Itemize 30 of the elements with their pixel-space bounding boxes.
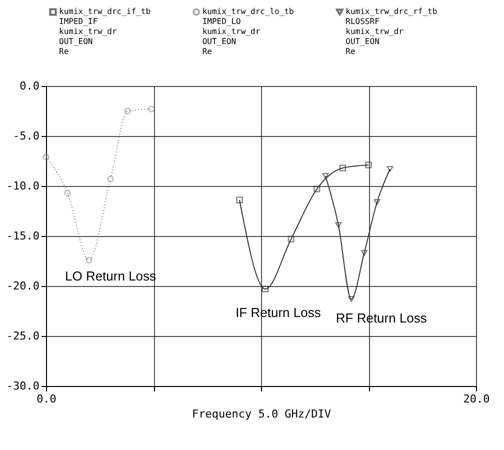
x-axis-title: Frequency 5.0 GHz/DIV [192, 408, 332, 420]
y-tick-label: -20.0 [6, 280, 40, 292]
point [107, 176, 114, 182]
point [348, 296, 355, 302]
point [374, 199, 380, 205]
point [314, 186, 320, 192]
point [360, 250, 368, 256]
point [236, 196, 243, 204]
y-tick-label: -5.0 [13, 130, 40, 142]
y-tick-label: -15.0 [6, 230, 40, 242]
y-tick-label: -30.0 [6, 380, 40, 392]
legend-label: kumix_trw_drc_lo_tb IMPED_LO kumix_trw_dr OUT_EON Re [202, 7, 294, 56]
y-tick-label: -10.0 [6, 180, 40, 192]
point [262, 286, 269, 292]
point [124, 108, 131, 114]
x-tick-label: 20.0 [463, 392, 490, 406]
point [335, 222, 342, 228]
legend-label: kumix_trw_drc_rf_tb RLOSSRF kumix_trw_dr OUT_EON Re [346, 7, 438, 56]
point [64, 190, 71, 196]
point [322, 173, 329, 179]
point [148, 106, 155, 112]
point [386, 166, 394, 172]
point [86, 256, 92, 264]
legend-label: kumix_trw_drc_if_tb IMPED_IF kumix_trw_dr OUT_EON Re [59, 7, 151, 56]
point [365, 162, 372, 168]
point [288, 236, 294, 242]
point [339, 164, 346, 172]
y-tick-label: 0.0 [20, 80, 40, 92]
point [42, 154, 50, 160]
y-tick-label: -25.0 [6, 330, 40, 342]
